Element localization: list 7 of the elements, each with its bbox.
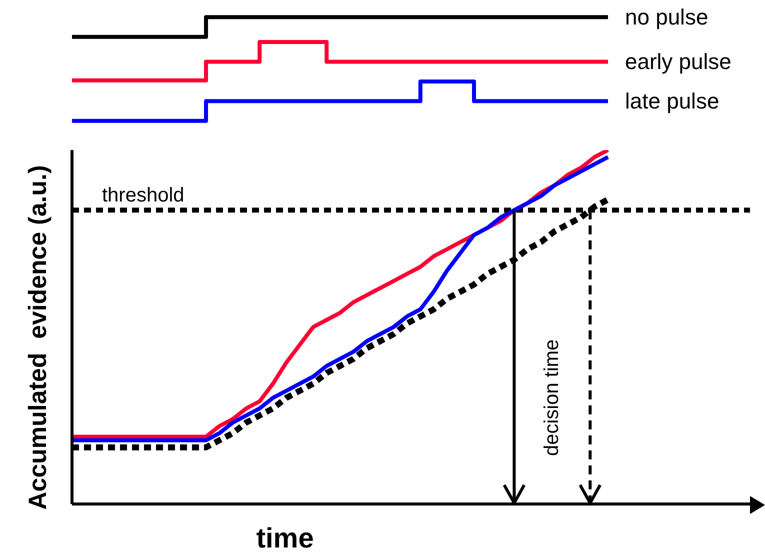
- series-label: late pulse: [625, 88, 720, 114]
- y-axis-title: Accumulated evidence (a.u.): [24, 165, 52, 510]
- series-label: early pulse: [625, 49, 732, 74]
- x-axis-title: time: [256, 522, 314, 554]
- ref-line-label: threshold: [102, 184, 184, 206]
- series-label: no pulse: [625, 4, 708, 30]
- annotation: decision time: [541, 339, 564, 456]
